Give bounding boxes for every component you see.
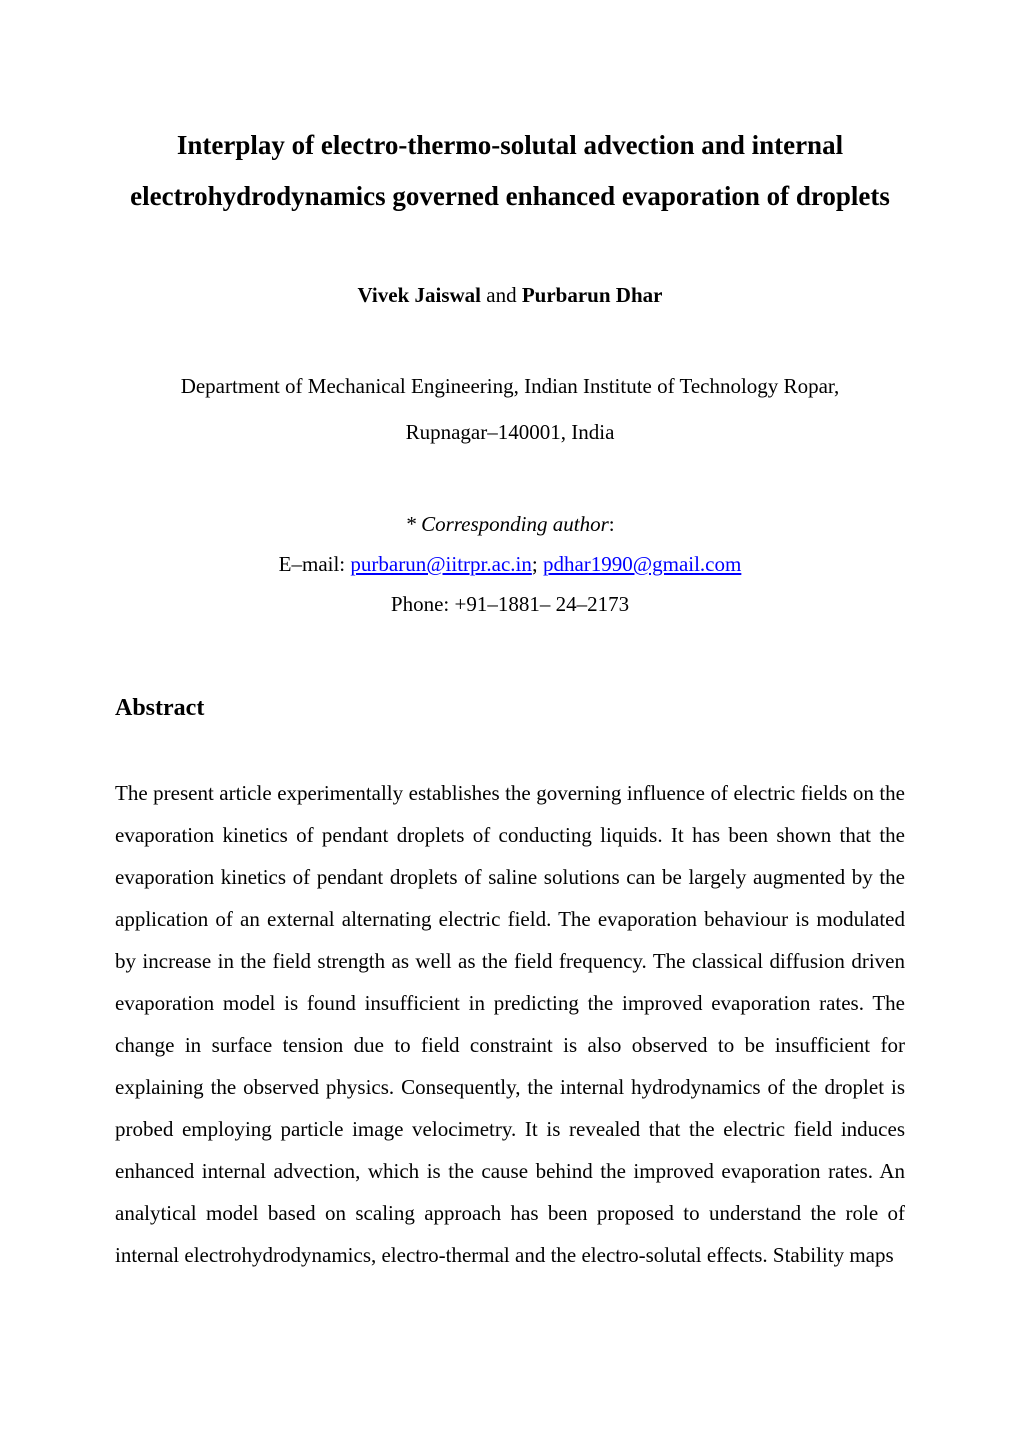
affiliation-block: Department of Mechanical Engineering, In… — [115, 363, 905, 455]
abstract-body: The present article experimentally estab… — [115, 772, 905, 1276]
authors-line: Vivek Jaiswal and Purbarun Dhar — [115, 283, 905, 308]
title-line-2: electrohydrodynamics governed enhanced e… — [130, 181, 890, 211]
email-link-2[interactable]: pdhar1990@gmail.com — [543, 552, 741, 576]
abstract-heading: Abstract — [115, 695, 905, 722]
author-connector: and — [481, 283, 522, 307]
corresponding-author-block: * Corresponding author: E–mail: purbarun… — [115, 505, 905, 625]
corresponding-label: * Corresponding author — [405, 512, 608, 536]
corresponding-phone: Phone: +91–1881– 24–2173 — [115, 585, 905, 625]
corresponding-email-line: E–mail: purbarun@iitrpr.ac.in; pdhar1990… — [115, 545, 905, 585]
title-line-1: Interplay of electro-thermo-solutal adve… — [177, 130, 843, 160]
author-2: Purbarun Dhar — [522, 283, 663, 307]
affiliation-line-2: Rupnagar–140001, India — [115, 409, 905, 455]
email-link-1[interactable]: purbarun@iitrpr.ac.in — [350, 552, 531, 576]
affiliation-line-1: Department of Mechanical Engineering, In… — [115, 363, 905, 409]
email-prefix: E–mail: — [279, 552, 351, 576]
corresponding-label-line: * Corresponding author: — [115, 505, 905, 545]
author-1: Vivek Jaiswal — [358, 283, 481, 307]
email-separator: ; — [532, 552, 543, 576]
corresponding-colon: : — [609, 512, 615, 536]
paper-title: Interplay of electro-thermo-solutal adve… — [115, 120, 905, 223]
